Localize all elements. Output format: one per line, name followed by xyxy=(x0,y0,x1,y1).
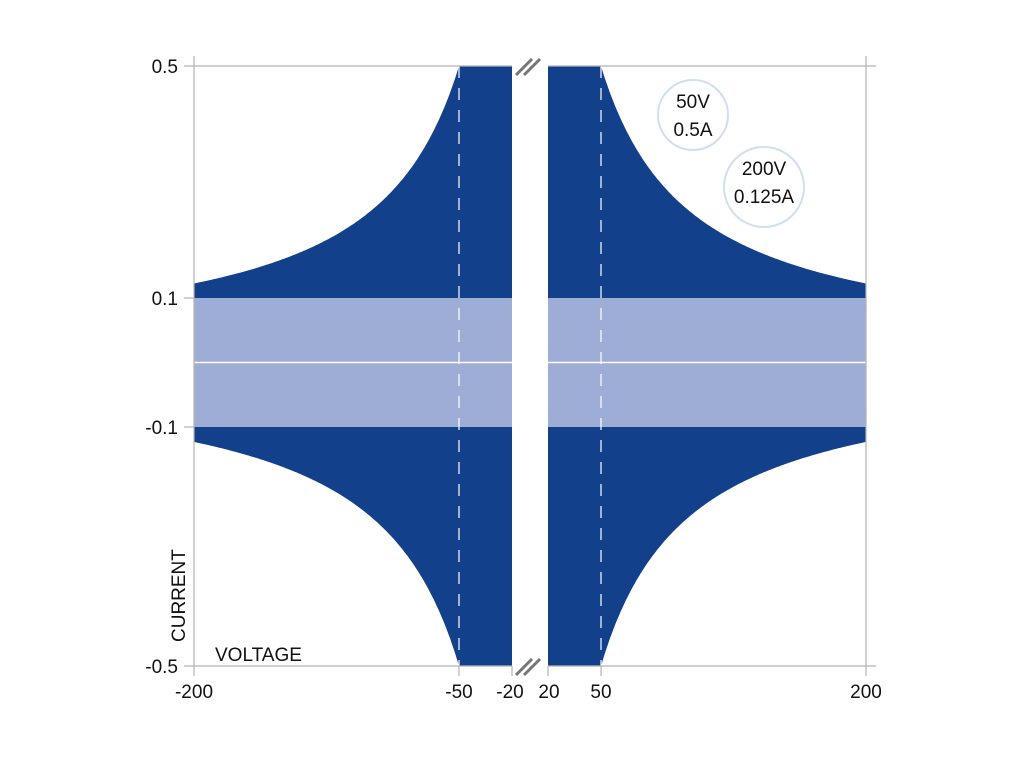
callout-voltage: 200V xyxy=(742,159,787,180)
callout-ring xyxy=(657,79,729,151)
callout-ring xyxy=(723,146,805,228)
axis-break-mark xyxy=(514,657,534,677)
region-dark-lower-left xyxy=(194,427,512,666)
x-tick-label: 50 xyxy=(590,682,611,703)
callout-current: 0.5A xyxy=(673,120,712,141)
chart-axes xyxy=(184,56,876,677)
region-dark-lower-right xyxy=(548,427,866,666)
callout-200v-0.125a: 200V 0.125A xyxy=(723,146,805,228)
x-tick-label: 200 xyxy=(850,682,882,703)
tick-labels: -200 -50 -20 20 50 200 0.5 0.1 -0.1 -0.5 xyxy=(145,57,882,703)
x-tick-label: -20 xyxy=(496,682,523,703)
axis-break-mark xyxy=(514,57,534,77)
axis-break-mark xyxy=(522,657,542,677)
x-tick-label: -200 xyxy=(175,682,213,703)
y-tick-label: -0.1 xyxy=(145,418,178,439)
y-axis-label: CURRENT xyxy=(169,549,190,642)
callout-50v-0.5a: 50V 0.5A xyxy=(657,79,729,151)
region-dark-upper-left xyxy=(194,66,512,298)
y-tick-label: 0.5 xyxy=(152,57,178,78)
x-tick-label: 20 xyxy=(538,682,559,703)
y-tick-label: -0.5 xyxy=(145,657,178,678)
y-tick-label: 0.1 xyxy=(152,289,178,310)
x-tick-label: -50 xyxy=(445,682,472,703)
callout-voltage: 50V xyxy=(676,92,710,113)
callout-current: 0.125A xyxy=(734,187,795,208)
x-axis-label: VOLTAGE xyxy=(215,645,302,666)
chart-regions xyxy=(194,66,866,666)
axis-break-mark xyxy=(522,57,542,77)
region-dark-upper-right xyxy=(548,66,866,298)
